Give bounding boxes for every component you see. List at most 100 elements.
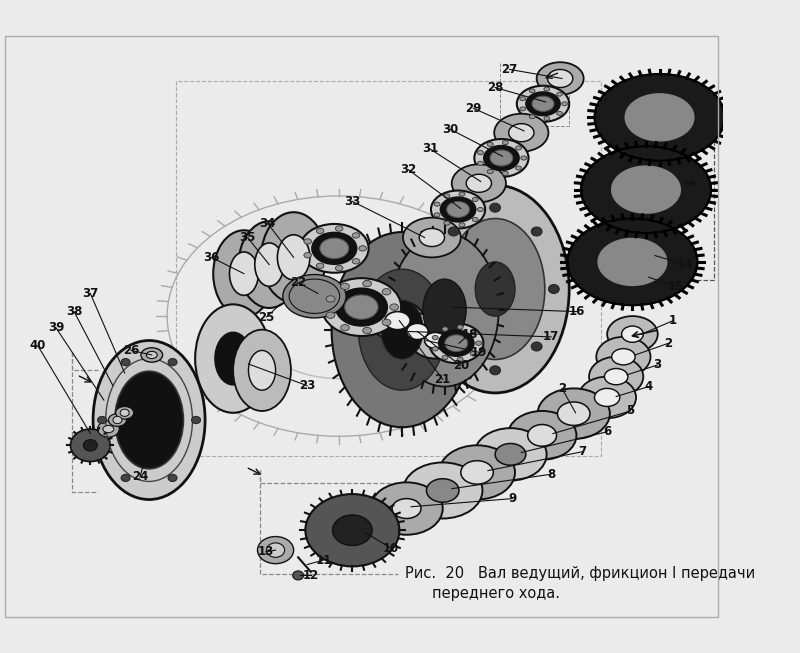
Ellipse shape xyxy=(261,212,326,302)
Ellipse shape xyxy=(316,263,324,268)
Ellipse shape xyxy=(282,274,346,318)
Text: 13: 13 xyxy=(258,545,274,558)
Ellipse shape xyxy=(544,87,550,91)
Ellipse shape xyxy=(487,170,494,174)
Text: 2: 2 xyxy=(558,382,566,395)
Ellipse shape xyxy=(300,224,369,273)
Ellipse shape xyxy=(352,232,360,238)
Ellipse shape xyxy=(494,114,549,151)
Ellipse shape xyxy=(520,107,526,111)
Text: 34: 34 xyxy=(259,217,276,230)
Text: 24: 24 xyxy=(132,470,148,483)
Ellipse shape xyxy=(326,296,335,302)
Ellipse shape xyxy=(441,197,476,222)
Ellipse shape xyxy=(345,295,378,319)
Ellipse shape xyxy=(230,252,258,295)
Text: 12: 12 xyxy=(302,569,319,582)
Ellipse shape xyxy=(445,335,468,351)
Text: 10: 10 xyxy=(383,542,399,555)
Polygon shape xyxy=(567,219,698,305)
Ellipse shape xyxy=(459,223,465,227)
Polygon shape xyxy=(581,146,711,233)
Text: 6: 6 xyxy=(603,425,611,438)
Ellipse shape xyxy=(487,142,494,146)
Bar xyxy=(176,81,601,456)
Text: 38: 38 xyxy=(66,305,82,318)
Ellipse shape xyxy=(425,332,446,349)
Ellipse shape xyxy=(191,417,201,424)
Ellipse shape xyxy=(392,313,442,349)
Ellipse shape xyxy=(515,146,522,150)
Ellipse shape xyxy=(113,417,122,424)
Ellipse shape xyxy=(322,278,401,336)
Text: 35: 35 xyxy=(239,231,256,244)
Ellipse shape xyxy=(431,285,442,293)
Ellipse shape xyxy=(331,232,473,427)
Ellipse shape xyxy=(141,348,162,362)
Ellipse shape xyxy=(562,102,567,106)
Text: 9: 9 xyxy=(508,492,517,505)
Polygon shape xyxy=(598,238,666,285)
Text: 21: 21 xyxy=(434,373,451,386)
Ellipse shape xyxy=(375,293,429,367)
Ellipse shape xyxy=(432,336,438,340)
Text: 17: 17 xyxy=(543,330,559,343)
Ellipse shape xyxy=(520,97,526,101)
Ellipse shape xyxy=(382,319,391,326)
Ellipse shape xyxy=(558,402,590,426)
Ellipse shape xyxy=(490,203,501,212)
Ellipse shape xyxy=(446,202,470,217)
Ellipse shape xyxy=(341,325,350,331)
Ellipse shape xyxy=(403,217,461,257)
Ellipse shape xyxy=(475,262,515,316)
Ellipse shape xyxy=(515,166,522,170)
Text: 29: 29 xyxy=(466,102,482,115)
Ellipse shape xyxy=(233,330,291,411)
Ellipse shape xyxy=(390,304,398,310)
Ellipse shape xyxy=(484,146,519,170)
Text: 28: 28 xyxy=(487,81,503,94)
Polygon shape xyxy=(612,166,680,213)
Text: 18: 18 xyxy=(462,328,478,341)
Text: 36: 36 xyxy=(203,251,220,264)
Ellipse shape xyxy=(478,151,483,155)
Ellipse shape xyxy=(121,358,130,366)
Ellipse shape xyxy=(116,406,134,419)
Text: 39: 39 xyxy=(48,321,64,334)
Ellipse shape xyxy=(508,411,577,460)
Text: 22: 22 xyxy=(290,276,306,289)
Ellipse shape xyxy=(502,140,508,145)
Ellipse shape xyxy=(382,289,391,295)
Ellipse shape xyxy=(421,185,569,393)
Text: 31: 31 xyxy=(422,142,438,155)
Ellipse shape xyxy=(578,377,636,418)
Ellipse shape xyxy=(432,347,438,351)
Ellipse shape xyxy=(316,229,324,234)
Ellipse shape xyxy=(490,366,501,375)
Ellipse shape xyxy=(448,342,459,351)
Text: 3: 3 xyxy=(654,358,662,372)
Text: 11: 11 xyxy=(315,554,331,567)
Ellipse shape xyxy=(304,239,311,244)
Ellipse shape xyxy=(390,233,498,387)
Ellipse shape xyxy=(457,357,463,362)
Ellipse shape xyxy=(214,231,274,317)
Ellipse shape xyxy=(478,208,483,212)
Ellipse shape xyxy=(476,341,482,345)
Text: 8: 8 xyxy=(547,468,555,481)
Text: 16: 16 xyxy=(568,305,585,318)
Ellipse shape xyxy=(195,304,271,413)
Ellipse shape xyxy=(293,571,303,580)
Ellipse shape xyxy=(326,312,335,319)
Ellipse shape xyxy=(446,219,545,360)
Text: 40: 40 xyxy=(30,340,46,353)
Ellipse shape xyxy=(120,409,129,417)
Ellipse shape xyxy=(312,232,357,264)
Ellipse shape xyxy=(266,543,285,558)
Ellipse shape xyxy=(444,194,450,198)
Text: 23: 23 xyxy=(299,379,315,392)
Ellipse shape xyxy=(362,280,371,287)
Text: 15: 15 xyxy=(668,279,684,293)
Ellipse shape xyxy=(509,123,534,142)
Ellipse shape xyxy=(589,357,643,396)
